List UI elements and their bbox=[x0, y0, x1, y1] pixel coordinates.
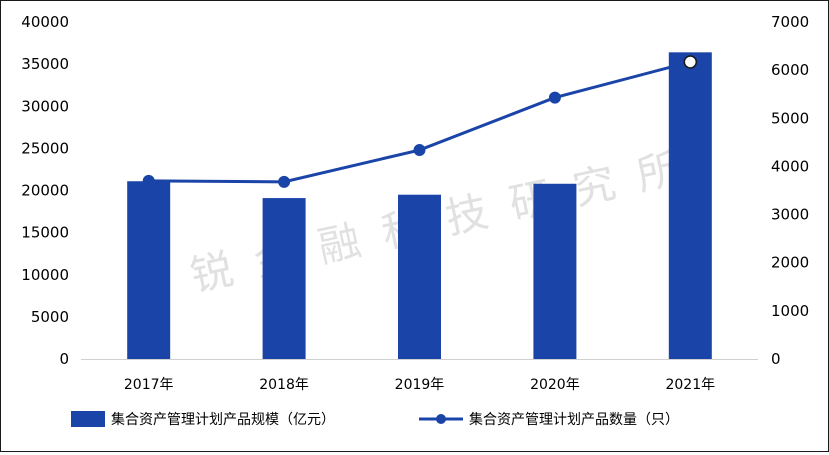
left-tick-label: 30000 bbox=[21, 97, 69, 115]
legend-bar-label: 集合资产管理计划产品规模（亿元） bbox=[111, 411, 335, 428]
left-tick-label: 15000 bbox=[21, 224, 69, 242]
right-tick-label: 0 bbox=[771, 350, 781, 368]
bar bbox=[127, 181, 171, 359]
line-series bbox=[142, 55, 698, 188]
line-point bbox=[683, 55, 698, 69]
right-tick-label: 7000 bbox=[771, 13, 809, 31]
x-tick-label: 2017年 bbox=[124, 377, 174, 393]
watermark-char: 融 bbox=[314, 215, 365, 272]
watermark-char: 技 bbox=[441, 187, 492, 244]
bar bbox=[668, 52, 712, 360]
right-tick-label: 1000 bbox=[771, 302, 809, 320]
left-tick-label: 5000 bbox=[31, 308, 69, 326]
right-tick-label: 3000 bbox=[771, 206, 809, 224]
right-y-axis: 0 1000 2000 3000 4000 5000 6000 7000 bbox=[771, 13, 809, 368]
legend-line-marker bbox=[436, 414, 446, 424]
left-tick-label: 40000 bbox=[21, 13, 69, 31]
bar bbox=[533, 183, 577, 359]
left-tick-label: 20000 bbox=[21, 182, 69, 200]
right-tick-label: 5000 bbox=[771, 109, 809, 127]
left-tick-label: 35000 bbox=[21, 55, 69, 73]
right-tick-label: 6000 bbox=[771, 61, 809, 79]
x-axis-labels: 2017年 2018年 2019年 2020年 2021年 bbox=[124, 377, 715, 393]
x-tick-label: 2020年 bbox=[530, 377, 580, 393]
watermark-char: 锐 bbox=[186, 244, 237, 301]
bar bbox=[262, 198, 306, 359]
x-tick-label: 2018年 bbox=[259, 377, 309, 393]
right-tick-label: 4000 bbox=[771, 157, 809, 175]
line-point bbox=[413, 144, 426, 157]
watermark-char: 究 bbox=[569, 158, 620, 215]
line-point bbox=[278, 175, 291, 188]
left-tick-label: 25000 bbox=[21, 139, 69, 157]
line-point bbox=[548, 91, 561, 104]
legend-bar-swatch bbox=[71, 411, 105, 427]
left-tick-label: 0 bbox=[59, 350, 69, 368]
x-tick-label: 2019年 bbox=[395, 377, 445, 393]
left-y-axis: 0 5000 10000 15000 20000 25000 30000 35000 40000 bbox=[21, 13, 69, 368]
left-tick-label: 10000 bbox=[21, 266, 69, 284]
legend: 集合资产管理计划产品规模（亿元） 集合资产管理计划产品数量（只） bbox=[71, 411, 679, 428]
x-tick-label: 2021年 bbox=[665, 377, 715, 393]
legend-line-label: 集合资产管理计划产品数量（只） bbox=[469, 411, 679, 428]
right-tick-label: 2000 bbox=[771, 254, 809, 272]
bar bbox=[398, 194, 441, 359]
line-point bbox=[142, 174, 155, 187]
bar-series bbox=[127, 52, 712, 360]
